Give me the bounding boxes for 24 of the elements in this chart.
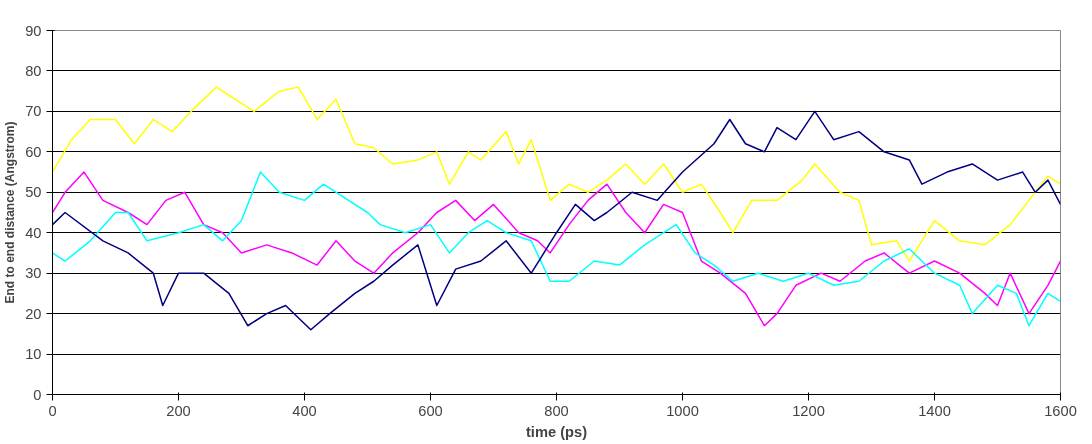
y-tick-label: 50: [25, 184, 42, 201]
x-tick-label: 1400: [918, 402, 951, 419]
x-axis-title: time (ps): [525, 423, 588, 440]
x-tick-label: 200: [166, 402, 191, 419]
x-tick-label: 400: [292, 402, 317, 419]
x-tick-label: 800: [544, 402, 569, 419]
y-tick-label: 60: [25, 143, 42, 160]
x-tick-label: 1600: [1044, 402, 1077, 419]
y-tick-label: 20: [25, 305, 42, 322]
x-tick-label: 600: [418, 402, 443, 419]
line-series: [52, 110, 1061, 331]
y-tick-label: 70: [25, 103, 42, 120]
y-tick-label: 90: [25, 22, 42, 39]
x-tick-label: 1200: [792, 402, 825, 419]
y-tick-label: 80: [25, 62, 42, 79]
y-tick-label: 0: [33, 386, 42, 403]
line-series: [52, 171, 1061, 327]
line-series: [52, 86, 1061, 262]
x-tick-label: 0: [48, 402, 57, 419]
y-tick-label: 30: [25, 265, 42, 282]
x-tick-label: 1000: [666, 402, 699, 419]
y-tick-label: 10: [25, 346, 42, 363]
y-tick-label: 40: [25, 224, 42, 241]
y-axis-title: End to end distance (Angstrom): [3, 121, 18, 304]
